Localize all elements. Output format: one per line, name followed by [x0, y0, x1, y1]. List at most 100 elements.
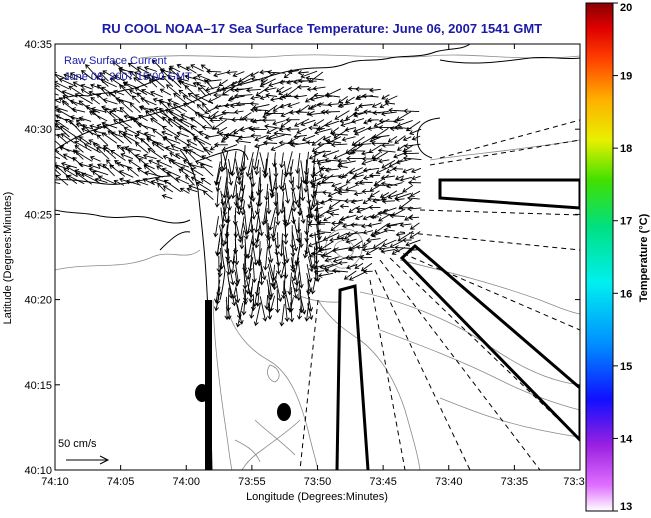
current-vector [250, 133, 262, 139]
current-vector [278, 79, 294, 85]
current-vector [216, 126, 228, 134]
current-vector [118, 130, 132, 144]
current-vector [324, 167, 339, 173]
current-vector [266, 239, 274, 264]
current-vector [362, 269, 373, 275]
current-vector [182, 95, 196, 104]
current-vector [307, 206, 313, 225]
current-vector [153, 106, 165, 112]
current-vector [249, 207, 255, 234]
current-vector [221, 150, 229, 171]
current-vector [196, 104, 206, 112]
current-vector [378, 125, 397, 131]
current-vector [378, 214, 390, 222]
current-vector [63, 73, 78, 81]
current-vector [300, 119, 316, 127]
current-vector [90, 97, 101, 105]
current-vector [143, 164, 158, 177]
current-vector [279, 152, 285, 169]
current-vector [235, 223, 243, 243]
current-vector [230, 78, 245, 87]
current-vector [253, 302, 262, 327]
current-vector [230, 176, 238, 200]
current-vector [230, 256, 236, 274]
current-vector [324, 109, 340, 115]
current-vector [179, 187, 190, 194]
current-vector [307, 256, 314, 273]
current-vector [229, 103, 245, 109]
current-vector [377, 148, 396, 154]
current-vector [55, 93, 59, 96]
current-vector [265, 110, 284, 116]
current-vector [185, 149, 196, 161]
current-vector [355, 205, 366, 211]
current-vector [88, 163, 101, 170]
x-axis-label: Longitude (Degrees:Minutes) [246, 491, 388, 503]
current-vector [258, 257, 267, 281]
current-vector [279, 263, 285, 279]
current-vector [286, 79, 300, 85]
colorbar-tick-label: 14 [620, 433, 633, 445]
current-vector [278, 87, 292, 96]
current-vector [218, 131, 236, 137]
current-vector [270, 264, 276, 288]
current-vector [247, 191, 254, 209]
current-vector [323, 216, 332, 222]
current-vector [381, 160, 396, 169]
current-vector [134, 153, 147, 160]
current-vector [132, 118, 149, 130]
current-vector [213, 71, 229, 78]
current-vector [146, 137, 164, 145]
current-vector [319, 165, 332, 171]
current-vector [135, 179, 149, 186]
current-vector [188, 184, 206, 192]
current-vector [107, 92, 125, 103]
current-vector [138, 114, 148, 122]
current-vector [183, 103, 197, 113]
current-vector [63, 168, 78, 178]
current-vector [358, 179, 373, 185]
current-vector [409, 128, 422, 135]
colorbar-tick-label: 16 [620, 288, 632, 300]
current-vector [80, 88, 93, 97]
current-vector [99, 72, 109, 82]
current-vector [345, 238, 357, 244]
y-tick-label: 40:30 [24, 124, 52, 136]
current-vector [88, 167, 109, 176]
current-vector [55, 168, 62, 176]
current-vector [74, 140, 92, 152]
colorbar-tick-label: 15 [620, 361, 632, 373]
current-vector [134, 87, 148, 96]
colorbar-tick-label: 18 [620, 143, 632, 155]
current-vector [173, 92, 189, 106]
current-vector [394, 124, 412, 130]
current-vector [143, 65, 158, 72]
current-vector [384, 100, 396, 106]
current-vector [369, 190, 380, 197]
current-vector [286, 126, 300, 132]
current-vector [300, 296, 307, 315]
current-vector [100, 78, 117, 88]
current-vector [340, 236, 350, 242]
current-vector [212, 119, 227, 130]
current-vector [129, 70, 141, 81]
current-vector [97, 175, 116, 185]
x-tick-label: 73:40 [435, 476, 463, 488]
current-vector [359, 255, 373, 261]
current-vector [358, 103, 373, 109]
current-vector [344, 126, 357, 132]
current-vector [321, 174, 334, 183]
current-vector [259, 78, 276, 88]
current-vector [402, 155, 422, 161]
current-vector [305, 75, 324, 81]
current-vector [136, 66, 150, 74]
current-vector [361, 188, 374, 194]
current-vector [220, 190, 226, 206]
current-vector [317, 141, 333, 147]
colorbar-tick-label: 20 [620, 2, 632, 14]
current-vector [155, 142, 173, 153]
current-vectors [55, 59, 422, 328]
current-vector [184, 74, 195, 80]
current-vector [236, 303, 244, 325]
